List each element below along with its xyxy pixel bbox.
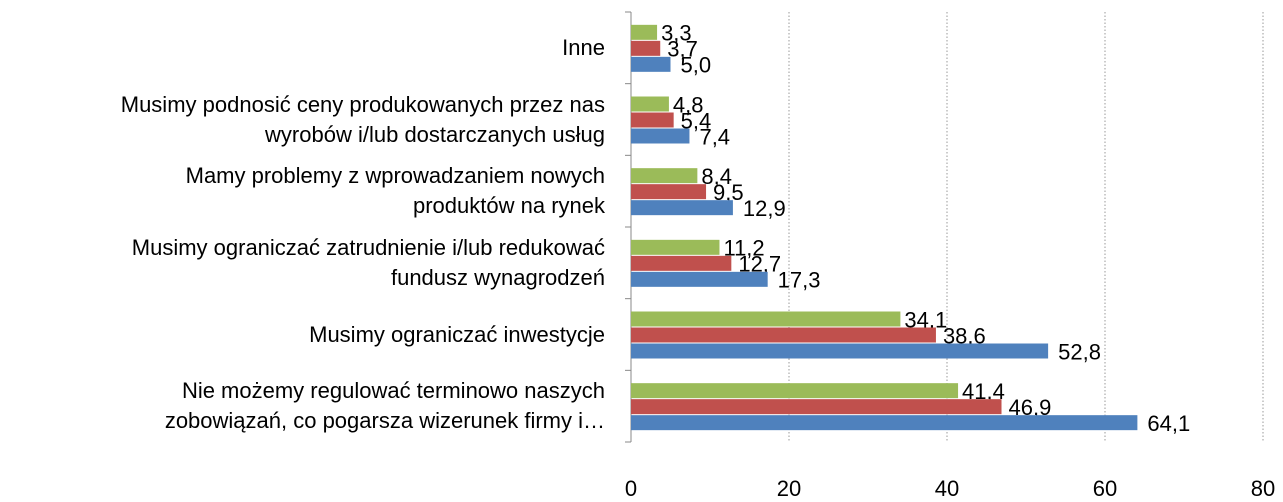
bar (631, 128, 690, 144)
data-label: 12,9 (743, 196, 786, 221)
category-label: Musimy ograniczać inwestycje (309, 321, 605, 347)
bar (631, 343, 1049, 359)
bar (631, 327, 936, 343)
data-label: 52,8 (1058, 339, 1101, 364)
bar (631, 184, 707, 200)
category-label: Musimy podnosić ceny produkowanych przez… (120, 91, 605, 147)
bar (631, 239, 720, 255)
bar (631, 255, 732, 271)
bar (631, 399, 1002, 415)
category-label: Inne (562, 34, 605, 60)
data-label: 3,3 (661, 21, 692, 46)
bar (631, 311, 901, 327)
data-label: 17,3 (778, 268, 821, 293)
data-label: 5,0 (681, 53, 712, 78)
bar (631, 271, 768, 287)
x-tick-label: 80 (1251, 476, 1275, 501)
x-tick-label: 0 (625, 476, 637, 501)
data-label: 8,4 (701, 164, 732, 189)
bar (631, 383, 959, 399)
category-label: Mamy problemy z wprowadzaniem nowych pro… (185, 163, 605, 219)
x-tick-label: 40 (935, 476, 959, 501)
category-label: Nie możemy regulować terminowo naszych z… (164, 378, 605, 434)
x-tick-label: 60 (1093, 476, 1117, 501)
data-label: 64,1 (1147, 411, 1190, 436)
bar (631, 415, 1138, 431)
bar (631, 168, 698, 184)
data-label: 7,4 (699, 124, 730, 149)
category-label: Musimy ograniczać zatrudnienie i/lub red… (131, 234, 605, 290)
bar (631, 96, 669, 112)
x-tick-label: 20 (777, 476, 801, 501)
bar (631, 112, 674, 128)
bar (631, 200, 733, 216)
bar (631, 56, 671, 72)
bar (631, 40, 661, 56)
bar (631, 24, 658, 40)
data-label: 3,7 (667, 37, 698, 62)
data-label: 4,8 (673, 92, 704, 117)
